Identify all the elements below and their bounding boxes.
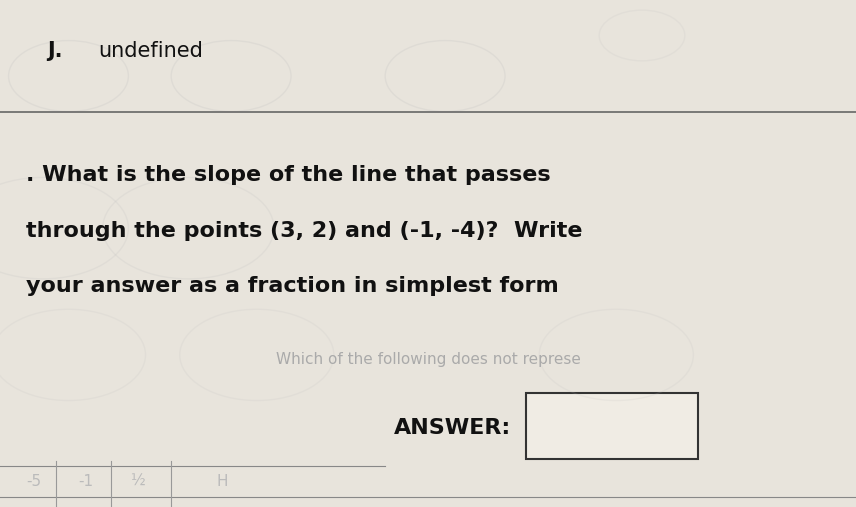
Text: -1: -1 [78, 474, 93, 489]
Text: H: H [217, 474, 229, 489]
Text: J.: J. [47, 41, 62, 61]
Text: ANSWER:: ANSWER: [394, 418, 511, 439]
Text: your answer as a fraction in simplest form: your answer as a fraction in simplest fo… [26, 276, 558, 297]
Text: undefined: undefined [98, 41, 204, 61]
Text: through the points (3, 2) and (-1, -4)?  Write: through the points (3, 2) and (-1, -4)? … [26, 221, 582, 241]
Text: Which of the following does not represe: Which of the following does not represe [276, 352, 580, 368]
FancyBboxPatch shape [526, 393, 698, 459]
Text: -5: -5 [27, 474, 42, 489]
Text: ½: ½ [129, 474, 145, 489]
Text: . What is the slope of the line that passes: . What is the slope of the line that pas… [26, 165, 550, 185]
